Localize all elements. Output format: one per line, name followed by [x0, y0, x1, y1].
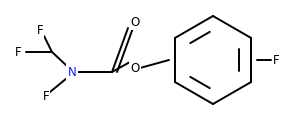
Text: F: F [43, 90, 49, 102]
Text: O: O [130, 15, 140, 29]
Text: F: F [37, 24, 43, 36]
Text: F: F [15, 46, 21, 60]
Text: O: O [130, 61, 140, 75]
Text: F: F [273, 54, 279, 66]
Text: N: N [68, 66, 76, 78]
